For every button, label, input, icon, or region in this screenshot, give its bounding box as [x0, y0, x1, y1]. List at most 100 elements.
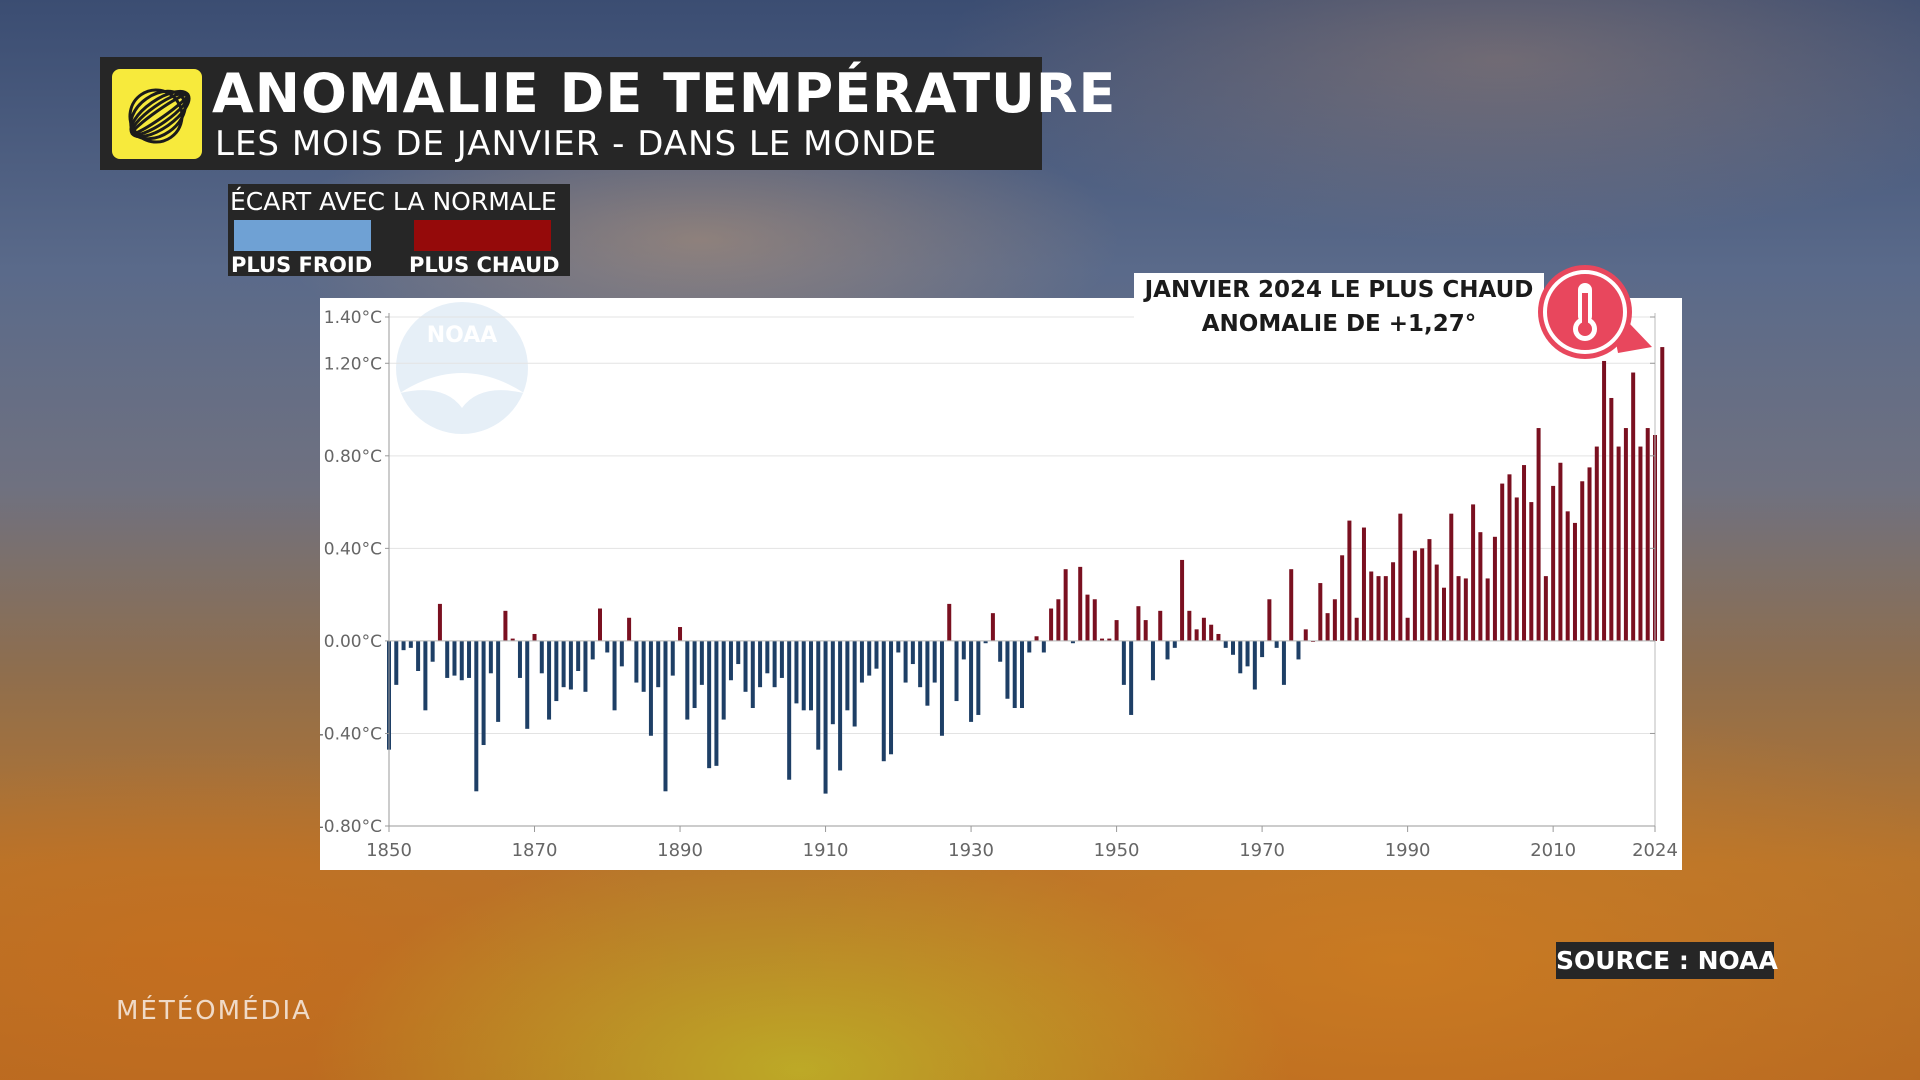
y-tick-label: 0.80°C — [324, 447, 382, 467]
bar-1959 — [1180, 559, 1185, 641]
bar-1944 — [1070, 640, 1075, 644]
bar-2010 — [1551, 485, 1556, 641]
noaa-watermark: NOAA — [396, 302, 528, 434]
bar-1929 — [961, 640, 966, 660]
bar-1861 — [467, 640, 472, 678]
source-label: SOURCE : NOAA — [1556, 942, 1778, 979]
bar-1940 — [1041, 640, 1046, 653]
bar-1984 — [1361, 527, 1366, 641]
bar-1894 — [707, 640, 712, 769]
bar-1926 — [939, 640, 944, 736]
bar-1979 — [1325, 613, 1330, 641]
bar-1851 — [394, 640, 399, 685]
bar-1871 — [539, 640, 544, 674]
bar-1884 — [634, 640, 639, 683]
bar-1923 — [918, 640, 923, 688]
bar-1935 — [1005, 640, 1010, 699]
x-tick-label: 1970 — [1239, 840, 1285, 861]
bar-2022 — [1638, 446, 1643, 641]
bar-1997 — [1456, 576, 1461, 641]
bar-1937 — [1020, 640, 1024, 709]
bar-1866 — [503, 610, 508, 641]
bar-1954 — [1143, 620, 1148, 641]
bar-2000 — [1478, 532, 1483, 641]
bar-1906 — [794, 640, 799, 704]
y-tick-label: 1.40°C — [324, 308, 382, 328]
bar-2013 — [1572, 522, 1577, 641]
bar-1949 — [1107, 638, 1112, 641]
bar-1918 — [881, 640, 886, 762]
bar-1878 — [590, 640, 595, 660]
bar-1904 — [779, 640, 784, 678]
bar-1990 — [1405, 617, 1410, 641]
bar-1930 — [969, 640, 974, 722]
x-tick-label: 1930 — [948, 840, 994, 861]
bar-1875 — [568, 640, 573, 690]
bar-2014 — [1580, 481, 1585, 641]
bar-1893 — [699, 640, 704, 685]
bar-1992 — [1420, 548, 1425, 641]
bar-1958 — [1172, 640, 1177, 648]
x-tick-label: 1870 — [512, 840, 558, 861]
bar-1877 — [583, 640, 588, 692]
bar-1938 — [1027, 640, 1032, 653]
bar-1856 — [430, 640, 435, 662]
bar-1915 — [859, 640, 864, 683]
bar-1961 — [1194, 629, 1199, 641]
bar-1900 — [750, 640, 755, 709]
bar-2025 — [1660, 347, 1665, 641]
bar-2005 — [1514, 497, 1519, 641]
bar-1985 — [1369, 571, 1374, 641]
bar-2019 — [1616, 446, 1621, 641]
bar-1921 — [903, 640, 908, 683]
bar-1892 — [692, 640, 697, 709]
bar-1943 — [1063, 569, 1068, 641]
legend-swatch-cold — [234, 220, 371, 251]
bar-1889 — [670, 640, 675, 676]
bar-1885 — [641, 640, 646, 692]
y-tick-label: 0.00°C — [324, 632, 382, 652]
bar-1981 — [1340, 555, 1345, 641]
legend-label-warm: PLUS CHAUD — [409, 253, 560, 277]
bar-1899 — [743, 640, 748, 692]
bar-2018 — [1609, 397, 1614, 641]
axes — [388, 313, 1656, 827]
bar-2023 — [1645, 428, 1650, 641]
bar-1870 — [532, 633, 537, 641]
bar-1882 — [619, 640, 624, 667]
bar-1919 — [889, 640, 894, 755]
x-tick-label: 1850 — [366, 840, 412, 861]
bar-2016 — [1594, 446, 1599, 641]
bar-1998 — [1463, 578, 1468, 641]
bar-1965 — [1223, 640, 1228, 648]
bar-1854 — [416, 640, 421, 671]
bar-1898 — [736, 640, 741, 665]
bar-1960 — [1187, 610, 1192, 641]
bar-1963 — [1209, 624, 1214, 641]
bar-1852 — [401, 640, 406, 651]
bar-1957 — [1165, 640, 1170, 660]
annotation-line1: JANVIER 2024 LE PLUS CHAUD — [1144, 277, 1534, 303]
bar-1860 — [459, 640, 464, 681]
bar-1908 — [809, 640, 813, 711]
bar-1971 — [1267, 599, 1272, 641]
bar-1887 — [656, 640, 661, 688]
bar-1911 — [830, 640, 835, 725]
bar-1905 — [787, 640, 792, 780]
bar-1872 — [547, 640, 552, 720]
bar-1853 — [408, 640, 413, 648]
bar-1858 — [445, 640, 450, 678]
bar-1942 — [1056, 599, 1061, 641]
bar-1886 — [648, 640, 653, 736]
bar-1855 — [423, 640, 428, 711]
bar-1982 — [1347, 520, 1352, 641]
bar-2020 — [1623, 428, 1628, 641]
bar-1881 — [612, 640, 617, 711]
bar-1920 — [896, 640, 901, 653]
bar-1869 — [525, 640, 530, 729]
x-tick-label: 1910 — [803, 840, 849, 861]
bar-2002 — [1492, 536, 1497, 641]
bar-1888 — [663, 640, 668, 792]
bar-1880 — [605, 640, 610, 653]
bar-1939 — [1034, 636, 1039, 641]
